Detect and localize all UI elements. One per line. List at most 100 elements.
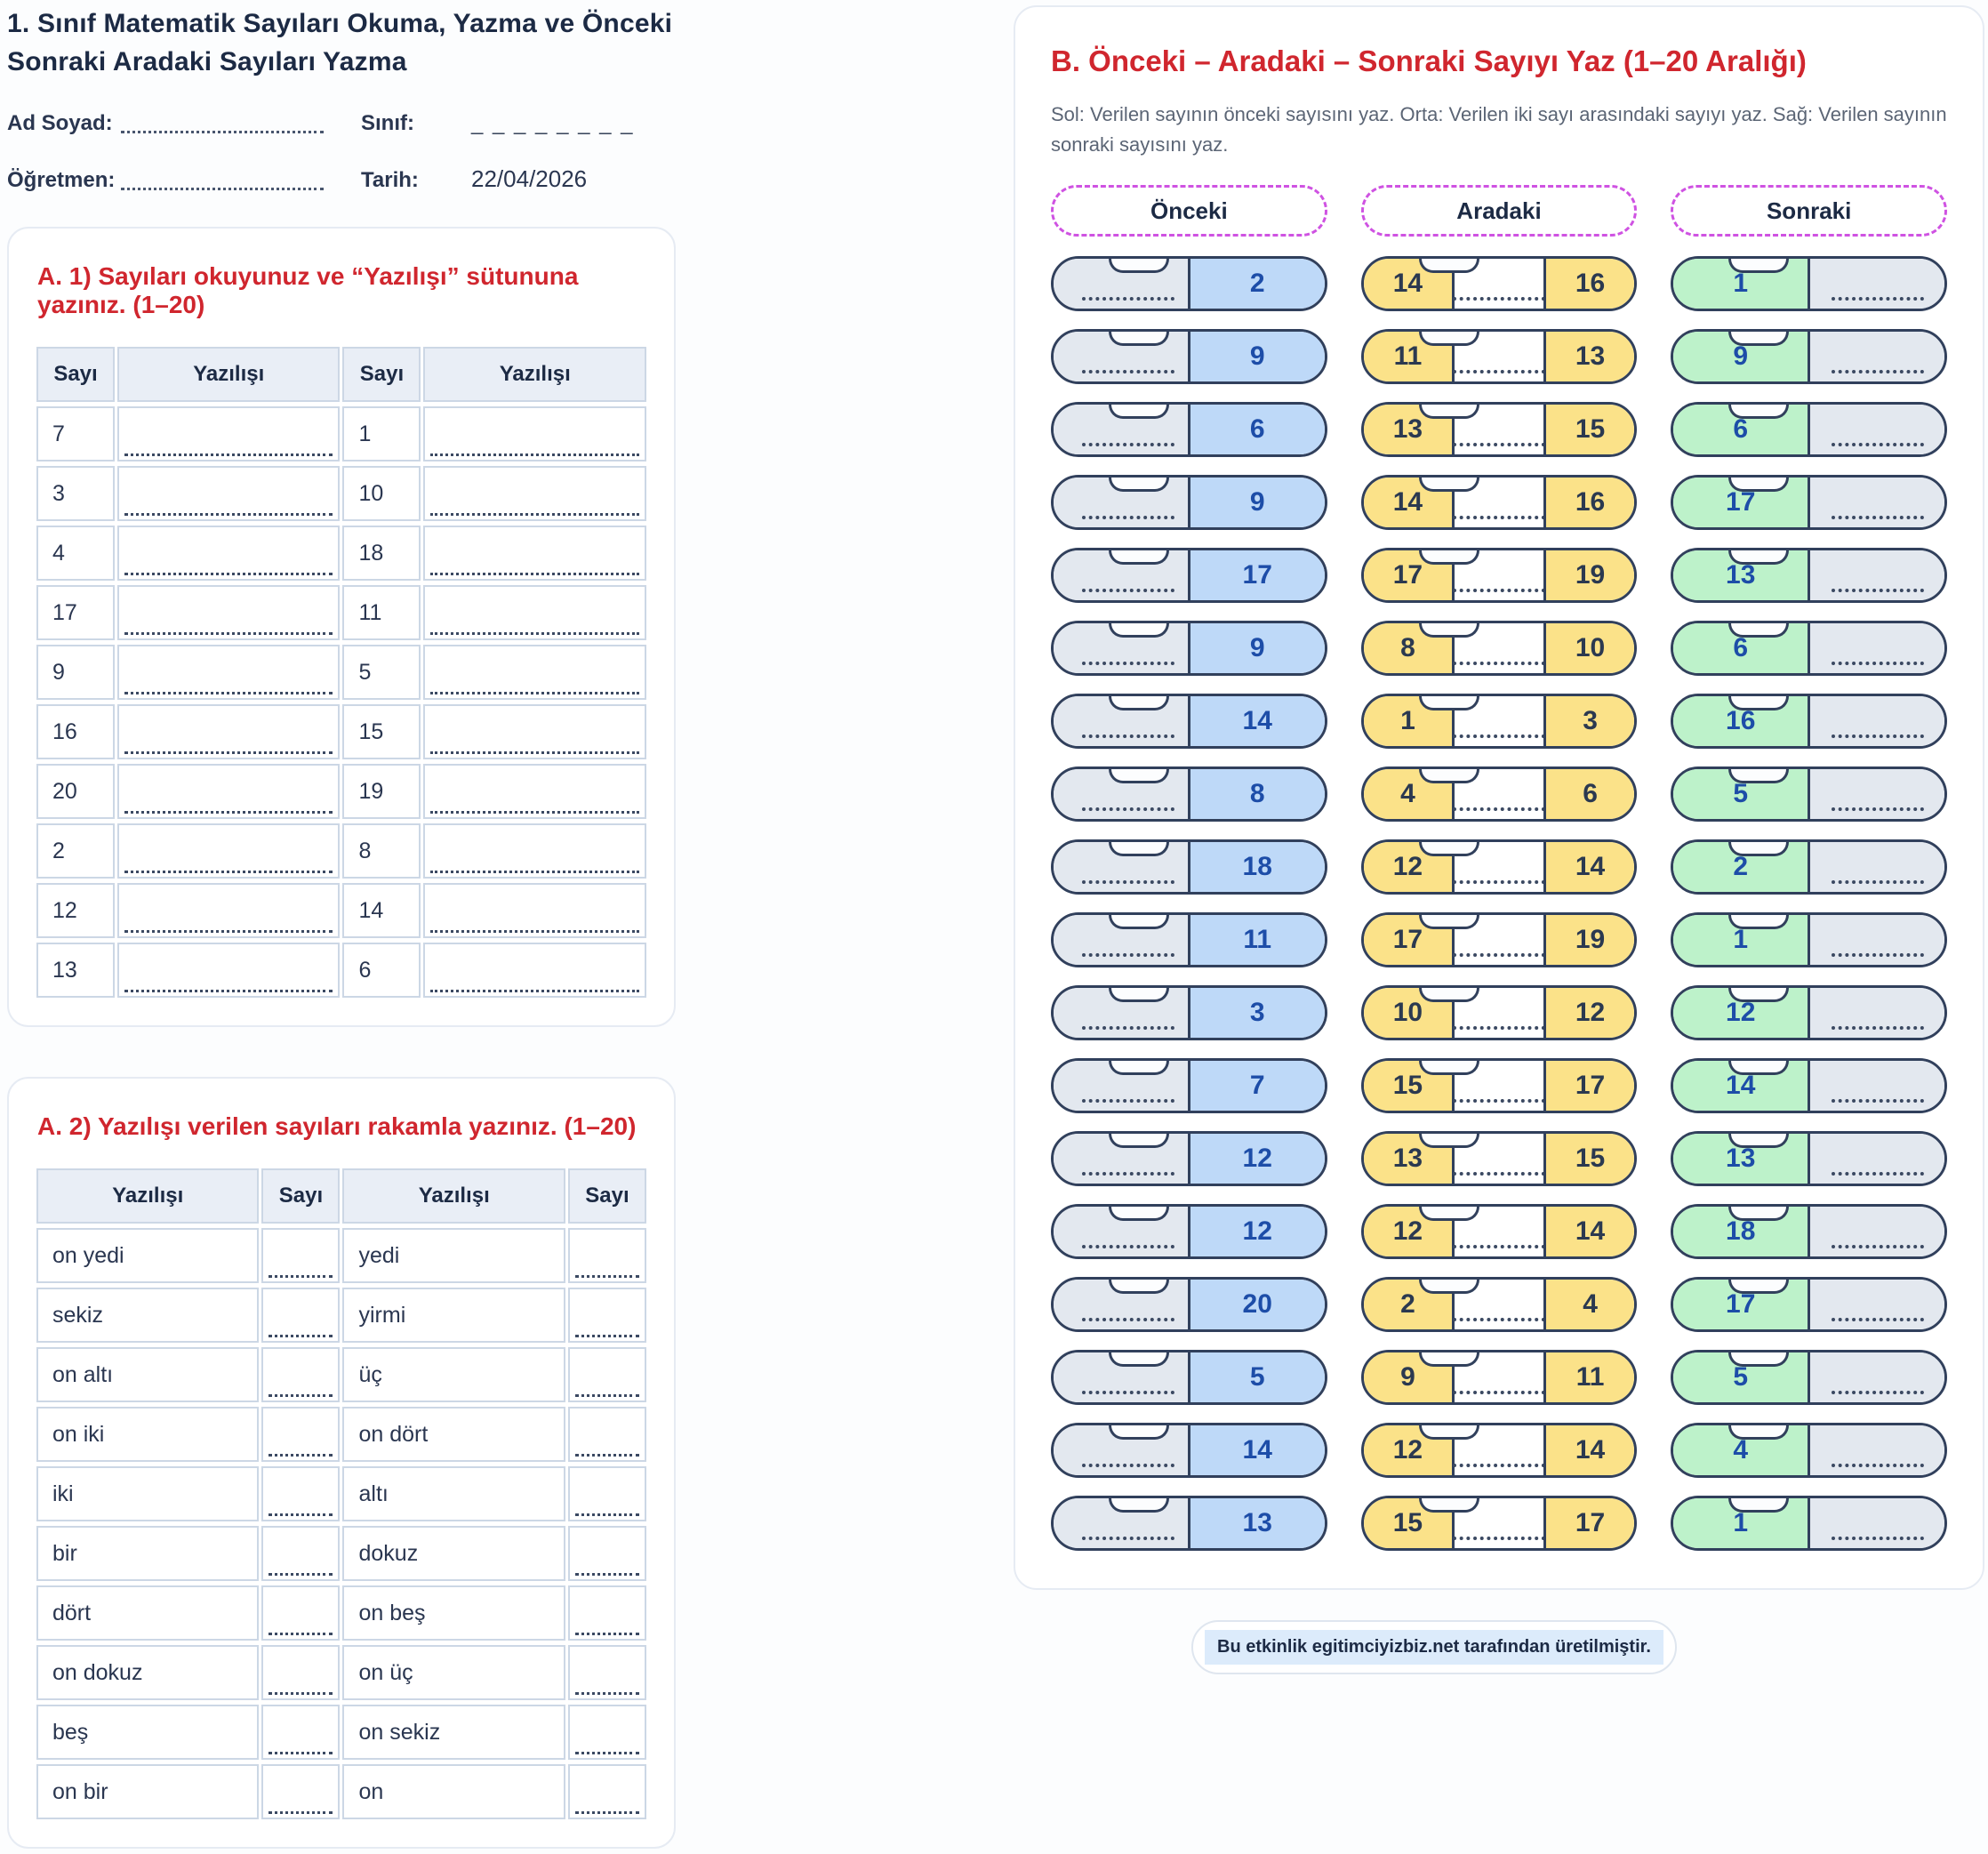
sonraki-answer-blank[interactable] [1808,1134,1944,1184]
sonraki-answer-blank[interactable] [1808,478,1944,528]
sonraki-answer-blank[interactable] [1808,769,1944,820]
a2-sayi-blank-cell[interactable] [567,1347,646,1403]
a1-yazilisi-blank-cell[interactable] [117,704,341,760]
answer-dotted-line [1831,662,1924,666]
answer-dotted-line [430,513,639,517]
sonraki-answer-blank[interactable] [1808,696,1944,747]
a2-sayi-blank-cell[interactable] [261,1526,341,1582]
a1-number-cell: 10 [342,466,421,522]
a1-yazilisi-blank-cell[interactable] [423,704,646,760]
a1-yazilisi-blank-cell[interactable] [117,883,341,939]
sinif-blank[interactable]: _ _ _ _ _ _ _ _ [471,111,635,136]
sonraki-pill: 18 [1671,1204,1947,1260]
sonraki-answer-blank[interactable] [1808,1425,1944,1476]
pill-notch-icon [1109,1498,1169,1513]
sonraki-answer-blank[interactable] [1808,550,1944,601]
answer-dotted-line [1453,516,1545,520]
answer-dotted-line [1453,1099,1545,1104]
pill-notch-icon [1109,478,1169,493]
pill-notch-icon [1728,1498,1790,1513]
sonraki-answer-blank[interactable] [1808,1498,1944,1549]
a1-yazilisi-blank-cell[interactable] [117,764,341,820]
sonraki-pill: 1 [1671,912,1947,968]
a1-yazilisi-blank-cell[interactable] [423,526,646,582]
sonraki-answer-blank[interactable] [1808,988,1944,1039]
sonraki-answer-blank[interactable] [1808,1207,1944,1257]
a1-yazilisi-blank-cell[interactable] [117,823,341,879]
aradaki-pill: 11 13 [1360,329,1638,385]
a2-table-row: on yedi yedi [36,1228,646,1284]
answer-dotted-line [1831,953,1924,958]
a2-sayi-blank-cell[interactable] [567,1705,646,1761]
sonraki-answer-blank[interactable] [1808,405,1944,455]
pill-notch-icon [1418,769,1479,784]
pill-notch-icon [1418,550,1479,566]
pill-notch-icon [1109,1425,1169,1441]
a1-number-cell: 4 [36,526,115,582]
aradaki-given-right: 15 [1543,1134,1635,1184]
a2-sayi-blank-cell[interactable] [261,1407,341,1463]
a2-sayi-blank-cell[interactable] [567,1645,646,1701]
ad-soyad-input-line[interactable] [121,104,324,134]
a1-yazilisi-blank-cell[interactable] [423,943,646,999]
aradaki-given-right: 3 [1543,696,1635,747]
a2-sayi-blank-cell[interactable] [261,1288,341,1344]
a2-sayi-blank-cell[interactable] [567,1585,646,1641]
a1-yazilisi-blank-cell[interactable] [117,645,341,701]
pill-notch-icon [1728,1280,1790,1295]
aradaki-answer-blank[interactable] [1452,332,1545,382]
a2-sayi-blank-cell[interactable] [567,1407,646,1463]
a2-sayi-blank-cell[interactable] [261,1764,341,1820]
a2-sayi-blank-cell[interactable] [567,1288,646,1344]
aradaki-answer-blank[interactable] [1452,623,1545,674]
sonraki-answer-blank[interactable] [1808,259,1944,309]
answer-dotted-line [1082,370,1174,374]
onceki-pill: 17 [1051,548,1327,604]
answer-dotted-line [1831,1464,1924,1468]
a1-yazilisi-blank-cell[interactable] [423,585,646,641]
a2-sayi-blank-cell[interactable] [567,1526,646,1582]
a2-sayi-blank-cell[interactable] [567,1466,646,1522]
onceki-given-number: 6 [1187,405,1325,455]
a1-yazilisi-blank-cell[interactable] [117,406,341,462]
a1-yazilisi-blank-cell[interactable] [117,585,341,641]
a2-sayi-blank-cell[interactable] [261,1585,341,1641]
sonraki-answer-blank[interactable] [1808,842,1944,893]
a2-col-header-yazilisi-1: Yazılışı [36,1168,260,1224]
onceki-given-number: 9 [1187,623,1325,674]
a2-word-cell: altı [342,1466,565,1522]
ogretmen-input-line[interactable] [121,161,324,191]
a2-sayi-blank-cell[interactable] [261,1347,341,1403]
a2-word-cell: bir [36,1526,260,1582]
a1-yazilisi-blank-cell[interactable] [117,943,341,999]
a2-sayi-blank-cell[interactable] [261,1705,341,1761]
sonraki-answer-blank[interactable] [1808,1352,1944,1403]
sonraki-answer-blank[interactable] [1808,1280,1944,1330]
a1-number-cell: 15 [342,704,421,760]
sonraki-answer-blank[interactable] [1808,1061,1944,1112]
a2-sayi-blank-cell[interactable] [567,1228,646,1284]
onceki-given-number: 18 [1187,842,1325,893]
a1-yazilisi-blank-cell[interactable] [423,883,646,939]
a1-yazilisi-blank-cell[interactable] [423,764,646,820]
sonraki-answer-blank[interactable] [1808,332,1944,382]
sonraki-answer-blank[interactable] [1808,915,1944,966]
a1-yazilisi-blank-cell[interactable] [423,823,646,879]
a2-word-cell: on sekiz [342,1705,565,1761]
a2-sayi-blank-cell[interactable] [567,1764,646,1820]
a2-word-cell: üç [342,1347,565,1403]
a2-sayi-blank-cell[interactable] [261,1228,341,1284]
answer-dotted-line [1082,1464,1174,1468]
sonraki-answer-blank[interactable] [1808,623,1944,674]
a1-yazilisi-blank-cell[interactable] [117,526,341,582]
a1-yazilisi-blank-cell[interactable] [423,645,646,701]
pill-notch-icon [1418,623,1479,638]
a2-sayi-blank-cell[interactable] [261,1645,341,1701]
answer-dotted-line [124,990,333,993]
a1-yazilisi-blank-cell[interactable] [423,406,646,462]
a1-yazilisi-blank-cell[interactable] [117,466,341,522]
a1-yazilisi-blank-cell[interactable] [423,466,646,522]
sonraki-pill: 2 [1671,839,1947,895]
pill-notch-icon [1109,842,1169,857]
a2-sayi-blank-cell[interactable] [261,1466,341,1522]
